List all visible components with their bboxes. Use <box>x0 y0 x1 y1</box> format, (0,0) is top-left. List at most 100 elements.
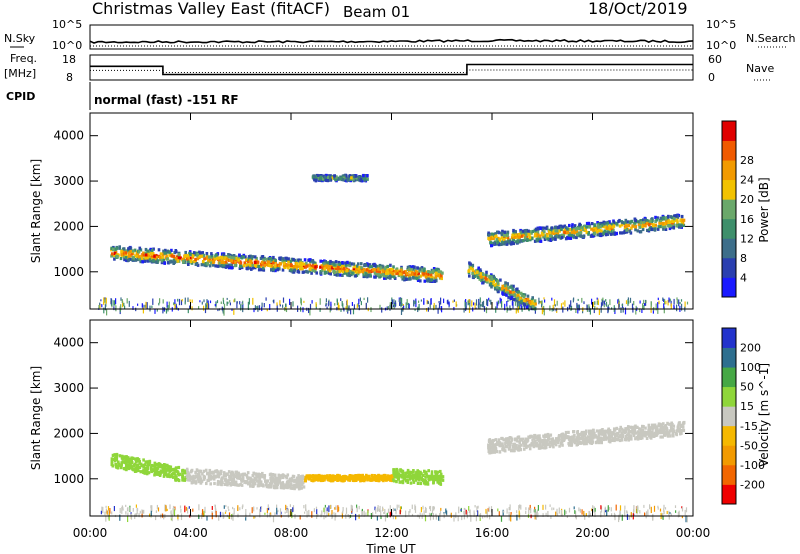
ground-scatter-cell <box>191 306 193 311</box>
ground-scatter-cell <box>624 509 626 516</box>
echo-cell <box>113 257 116 261</box>
echo-cell <box>310 271 313 275</box>
echo-cell <box>195 468 199 472</box>
echo-cell <box>331 266 334 270</box>
ground-scatter-cell <box>226 301 228 306</box>
ground-scatter-cell <box>222 512 224 516</box>
ground-scatter-cell <box>453 299 455 302</box>
echo-cell <box>194 259 197 264</box>
ground-scatter-cell <box>543 305 545 310</box>
ground-scatter-cell <box>387 306 389 310</box>
ground-scatter-cell <box>172 505 175 509</box>
echo-cell <box>338 269 342 274</box>
echo-cell <box>398 475 401 479</box>
ground-scatter-cell <box>251 507 253 514</box>
echo-cell <box>355 270 358 274</box>
echo-cell <box>504 437 508 441</box>
ground-scatter-cell <box>473 510 475 517</box>
echo-cell <box>266 257 269 261</box>
echo-cell <box>305 264 309 268</box>
ground-scatter-cell <box>646 511 648 515</box>
echo-cell <box>514 230 517 234</box>
echo-cell <box>528 236 532 240</box>
echo-cell <box>235 483 238 487</box>
echo-cell <box>522 239 525 243</box>
ground-scatter-cell <box>134 513 136 517</box>
echo-cell <box>516 287 519 291</box>
ground-scatter-cell <box>618 298 620 304</box>
echo-cell <box>357 474 361 478</box>
echo-cell <box>281 473 285 477</box>
echo-cell <box>298 476 301 480</box>
echo-cell <box>507 295 510 299</box>
ground-scatter-cell <box>625 300 628 305</box>
echo-cell <box>192 251 196 255</box>
ground-scatter-cell <box>367 510 369 516</box>
echo-cell <box>333 272 337 276</box>
ground-scatter-cell <box>435 515 437 520</box>
echo-cell <box>656 428 659 432</box>
echo-cell <box>467 269 470 273</box>
echo-cell <box>643 216 647 220</box>
ground-scatter-cell <box>665 300 667 305</box>
ground-scatter-cell <box>168 301 170 309</box>
echo-cell <box>166 473 169 477</box>
ground-scatter-cell <box>537 505 539 511</box>
ground-scatter-cell <box>120 297 122 301</box>
ground-scatter-cell <box>464 508 466 515</box>
ground-scatter-cell <box>156 504 158 510</box>
ground-scatter-cell <box>549 504 551 507</box>
echo-cell <box>527 229 530 233</box>
ground-scatter-cell <box>326 509 328 517</box>
echo-cell <box>403 474 407 478</box>
ground-scatter-cell <box>430 298 432 305</box>
echo-cell <box>638 225 641 229</box>
echo-cell <box>258 474 262 479</box>
echo-cell <box>296 476 299 480</box>
noise-left-tick-low: 10^0 <box>52 39 82 52</box>
echo-cell <box>184 254 187 258</box>
noise-left-tick-high: 10^5 <box>52 18 82 31</box>
ground-scatter-cell <box>544 299 546 303</box>
ground-scatter-cell <box>274 512 276 516</box>
ground-scatter-cell <box>253 506 255 512</box>
ground-scatter-cell <box>395 509 397 513</box>
ground-scatter-cell <box>395 515 397 520</box>
echo-cell <box>323 474 326 478</box>
echo-cell <box>110 252 114 256</box>
echo-cell <box>147 471 151 475</box>
echo-cell <box>361 475 364 479</box>
echo-cell <box>568 228 572 232</box>
ground-scatter-cell <box>652 515 654 521</box>
ground-scatter-cell <box>231 515 233 520</box>
echo-cell <box>427 469 430 473</box>
ground-scatter-cell <box>593 308 595 314</box>
echo-cell <box>150 248 154 252</box>
echo-cell <box>426 482 430 486</box>
echo-cell <box>181 468 185 472</box>
ground-scatter-cell <box>415 300 417 308</box>
ground-scatter-cell <box>663 504 665 509</box>
echo-cell <box>501 240 504 244</box>
ground-scatter-cell <box>164 504 166 512</box>
echo-cell <box>295 266 298 270</box>
ground-scatter-cell <box>348 305 350 311</box>
echo-cell <box>196 253 199 257</box>
ground-scatter-cell <box>515 308 517 314</box>
echo-cell <box>136 459 139 463</box>
echo-cell <box>409 277 412 281</box>
echo-cell <box>654 428 658 432</box>
echo-cell <box>585 230 589 234</box>
ground-scatter-cell <box>455 512 457 519</box>
echo-cell <box>228 255 231 259</box>
echo-cell <box>269 477 272 481</box>
ground-scatter-cell <box>685 507 688 513</box>
echo-cell <box>472 272 476 276</box>
ground-scatter-cell <box>589 513 591 517</box>
ground-scatter-cell <box>633 301 635 306</box>
echo-cell <box>340 479 343 483</box>
ground-scatter-cell <box>528 305 530 311</box>
echo-cell <box>227 253 230 257</box>
ground-scatter-cell <box>422 505 424 510</box>
